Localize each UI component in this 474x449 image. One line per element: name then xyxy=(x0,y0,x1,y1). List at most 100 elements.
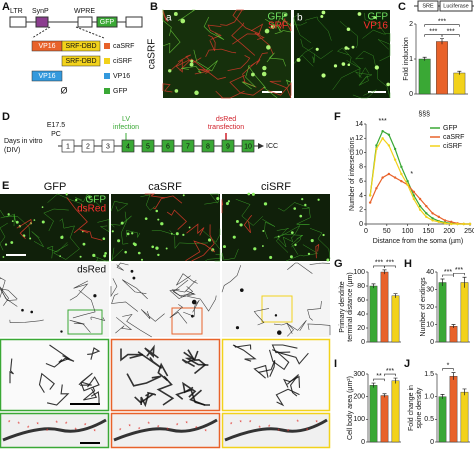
cell xyxy=(88,196,91,199)
bar xyxy=(460,391,469,443)
micrograph xyxy=(111,263,220,337)
arrowhead xyxy=(258,143,264,149)
timeline-label: (DIV) xyxy=(4,147,20,154)
y-tick-label: 0 xyxy=(361,339,365,346)
cell xyxy=(277,330,282,335)
neurite xyxy=(9,319,44,323)
channel-label: GFP xyxy=(367,12,388,23)
point xyxy=(443,219,447,222)
point xyxy=(431,219,434,222)
neurite xyxy=(140,309,165,322)
neurite xyxy=(31,231,45,248)
neurite xyxy=(166,209,187,230)
day-box xyxy=(141,139,155,153)
cell xyxy=(277,235,280,238)
cell xyxy=(253,247,257,251)
cell xyxy=(269,255,273,259)
cell xyxy=(173,12,178,16)
panel-label: B xyxy=(150,1,158,13)
neurite xyxy=(191,224,215,262)
cell xyxy=(155,246,159,250)
significance-label: §§§ xyxy=(418,111,430,118)
panel-label: D xyxy=(2,111,10,123)
significance-label: *** xyxy=(429,29,437,36)
spine-marker: * xyxy=(84,424,87,430)
cell xyxy=(194,90,199,96)
y-tick-label: 1.5 xyxy=(424,371,434,378)
transfection-label: transfection xyxy=(208,124,244,131)
cell xyxy=(322,233,325,237)
spine-marker: * xyxy=(8,421,11,427)
neurite xyxy=(296,206,311,225)
y-axis-label: Fold change in xyxy=(408,385,415,431)
x-tick-label: 0 xyxy=(364,228,368,235)
panel-label: I xyxy=(334,358,337,370)
significance-bracket xyxy=(442,274,454,277)
row-label: caSRF xyxy=(147,39,158,70)
neurite xyxy=(183,299,200,317)
dendrite xyxy=(113,418,218,442)
point xyxy=(425,204,428,208)
neurite xyxy=(78,372,93,386)
cell xyxy=(103,254,107,258)
neurite xyxy=(253,308,270,326)
cell xyxy=(266,45,271,50)
neurite xyxy=(16,218,32,239)
neurite xyxy=(285,244,319,262)
point xyxy=(400,165,403,169)
neurite xyxy=(75,193,101,207)
cell xyxy=(294,243,297,247)
cell xyxy=(93,294,97,298)
neurite xyxy=(307,323,331,336)
neurite xyxy=(121,279,148,300)
cell xyxy=(21,308,24,312)
cell xyxy=(351,45,355,49)
neurite xyxy=(274,17,292,35)
cell xyxy=(235,220,239,223)
neurite xyxy=(253,364,269,379)
channel-label: GFP xyxy=(85,195,106,206)
cell xyxy=(151,245,155,249)
cell xyxy=(182,233,185,236)
neurite xyxy=(162,83,173,93)
neurite xyxy=(115,317,133,334)
cell xyxy=(29,237,32,240)
cell xyxy=(160,222,164,226)
neurite xyxy=(232,23,264,45)
panel-label: E xyxy=(2,180,9,192)
bar xyxy=(369,385,378,443)
day-box xyxy=(61,139,75,153)
point xyxy=(425,212,428,215)
domain-box xyxy=(31,70,63,82)
y-tick-label: 10 xyxy=(355,149,363,156)
neurite xyxy=(287,262,313,274)
neurite xyxy=(169,286,194,299)
neurite xyxy=(262,218,276,240)
neurite xyxy=(293,13,308,26)
error-bar xyxy=(451,372,456,380)
spine-marker: * xyxy=(176,423,179,429)
cell xyxy=(117,239,121,243)
neurite xyxy=(72,289,96,319)
cell xyxy=(301,197,304,201)
cell xyxy=(261,245,264,247)
bar xyxy=(380,271,389,343)
error-bar xyxy=(382,269,387,275)
cell xyxy=(263,202,268,206)
spine-marker: * xyxy=(268,425,271,431)
significance-bracket xyxy=(442,368,454,371)
domain-label: Ø xyxy=(60,85,67,95)
cell xyxy=(92,253,96,257)
neurite xyxy=(185,240,216,262)
neurite xyxy=(266,52,286,67)
bar xyxy=(449,376,458,443)
domain-box xyxy=(61,55,101,67)
zoom-lines xyxy=(31,26,105,39)
spine-marker: * xyxy=(18,422,21,428)
neurite xyxy=(0,277,6,298)
neurite xyxy=(286,374,300,397)
day-box xyxy=(81,139,95,153)
spine-marker: * xyxy=(37,422,40,428)
neurite xyxy=(280,18,292,32)
